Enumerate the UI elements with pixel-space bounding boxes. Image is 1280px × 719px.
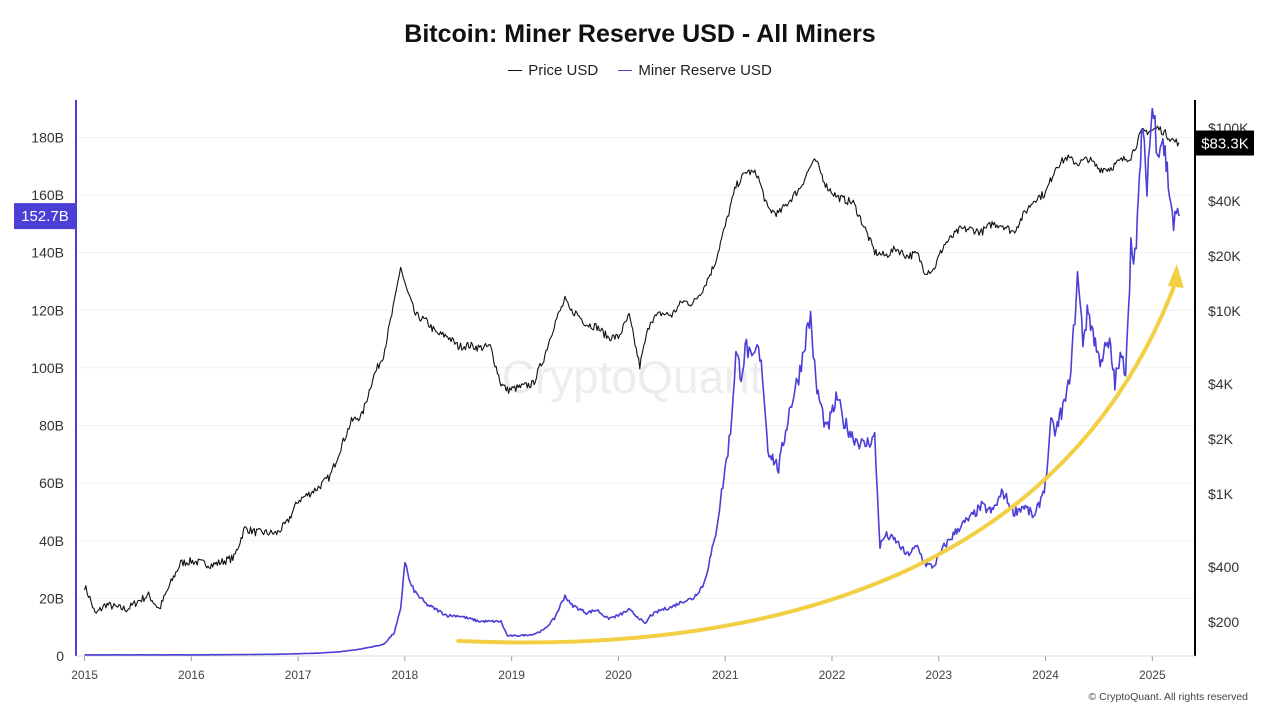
series-line-miner-reserve (84, 107, 1180, 656)
left-tick-label: 140B (31, 245, 64, 261)
legend-label-miner-reserve: Miner Reserve USD (638, 62, 772, 79)
chart-title: Bitcoin: Miner Reserve USD - All Miners (404, 20, 876, 48)
trend-arrow-shaft (456, 280, 1178, 645)
x-tick-label: 2024 (1032, 668, 1059, 682)
left-current-badge (14, 203, 75, 230)
chart-legend: Price USD Miner Reserve USD (0, 62, 1280, 79)
right-tick-label: $400 (1208, 559, 1239, 575)
copyright-text: © CryptoQuant. All rights reserved (1088, 691, 1248, 703)
annotation-layer (456, 264, 1184, 645)
trend-arrow-head (1167, 264, 1184, 288)
legend-item-miner-reserve[interactable]: Miner Reserve USD (618, 62, 772, 79)
series-line-price (83, 125, 1180, 614)
x-tick-label: 2015 (71, 668, 98, 682)
left-current-label: 152.7B (21, 208, 69, 225)
left-tick-label: 180B (31, 129, 64, 145)
right-current-label: $83.3K (1201, 136, 1249, 153)
x-tick-label: 2025 (1139, 668, 1166, 682)
legend-label-price: Price USD (528, 62, 599, 79)
right-tick-label: $200 (1208, 614, 1239, 630)
legend-swatch-price (508, 69, 523, 71)
axis-layer: 0 20B 40B 60B 80B 100B 120B 140B 160B 180B $200 $40… (31, 100, 1249, 682)
left-tick-label: 20B (39, 590, 64, 606)
x-tick-label: 2022 (819, 668, 846, 682)
label-layer: 152.7B $83.3K (14, 130, 1254, 230)
right-tick-label: $1K (1208, 486, 1234, 502)
left-tick-label: 0 (56, 648, 64, 664)
right-tick-label: $20K (1208, 248, 1241, 264)
right-tick-label: $2K (1208, 431, 1234, 447)
x-tick-label: 2021 (712, 668, 739, 682)
right-tick-label: $10K (1208, 303, 1241, 319)
right-current-badge (1196, 130, 1254, 156)
x-tick-label: 2020 (605, 668, 632, 682)
right-tick-label: $40K (1208, 193, 1241, 209)
x-tick-label: 2016 (178, 668, 205, 682)
grid-layer (76, 136, 1195, 599)
watermark-text: CryptoQuant (502, 351, 763, 403)
x-tick-label: 2023 (925, 668, 952, 682)
left-tick-label: 60B (39, 475, 64, 491)
left-tick-label: 40B (39, 533, 64, 549)
left-tick-label: 100B (31, 360, 64, 376)
x-tick-label: 2019 (498, 668, 525, 682)
x-tick-label: 2018 (392, 668, 419, 682)
left-tick-label: 120B (31, 302, 64, 318)
right-tick-label: $4K (1208, 376, 1234, 392)
left-tick-label: 80B (39, 418, 64, 434)
x-tick-label: 2017 (285, 668, 312, 682)
legend-swatch-miner-reserve (618, 69, 633, 71)
left-tick-label: 160B (31, 187, 64, 203)
series-layer (83, 107, 1180, 656)
legend-item-price[interactable]: Price USD (508, 62, 598, 79)
